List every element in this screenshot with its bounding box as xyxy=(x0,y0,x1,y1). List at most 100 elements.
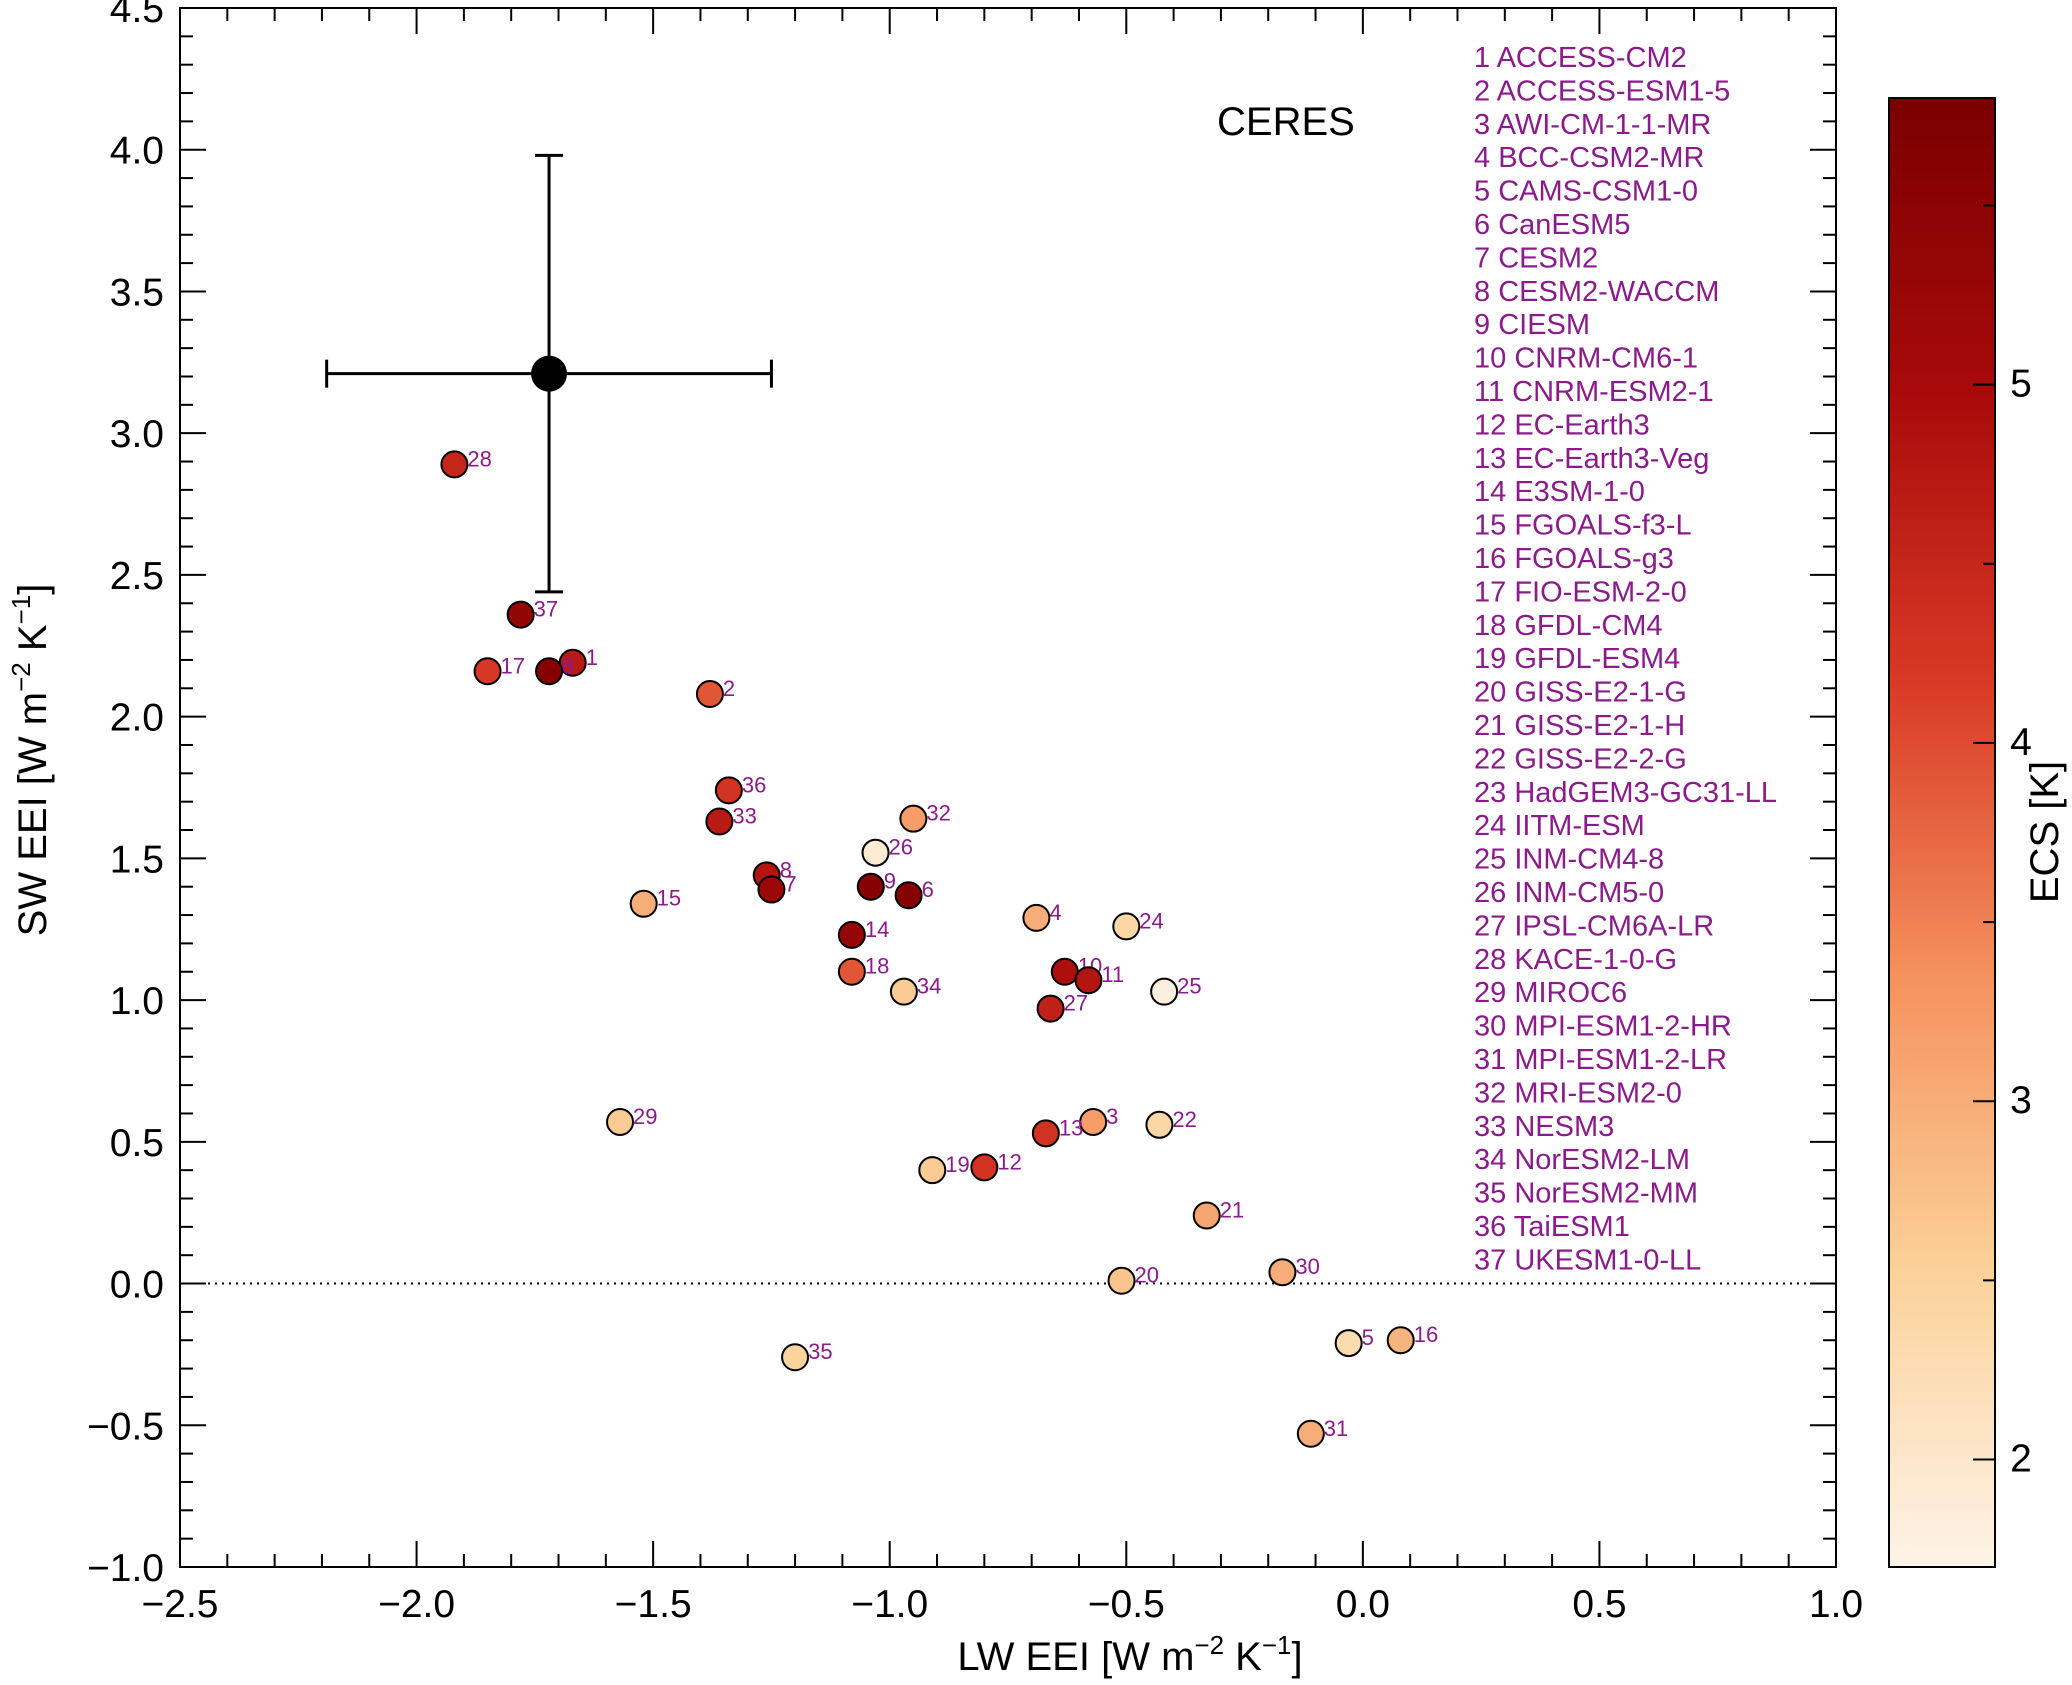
obs-label: CERES xyxy=(1217,100,1355,144)
model-marker xyxy=(1296,1419,1325,1448)
legend-model-name: FGOALS-g3 xyxy=(1514,543,1674,575)
model-marker xyxy=(861,838,890,867)
legend-entry: 26 INM-CM5-0 xyxy=(1474,877,1664,909)
model-point: 5 xyxy=(1334,1325,1374,1358)
x-axis-title: LW EEI [W m−2 K−1] xyxy=(957,1630,1302,1679)
model-point-label: 4 xyxy=(1049,900,1061,925)
model-marker xyxy=(837,920,866,949)
legend-number: 10 xyxy=(1474,343,1514,375)
legend-entry: 30 MPI-ESM1-2-HR xyxy=(1474,1011,1732,1043)
model-point: 13 xyxy=(1031,1115,1083,1148)
legend-entry: 27 IPSL-CM6A-LR xyxy=(1474,910,1714,942)
model-marker xyxy=(1386,1326,1415,1355)
legend-entry: 14 E3SM-1-0 xyxy=(1474,476,1645,508)
legend-model-name: NorESM2-LM xyxy=(1514,1144,1690,1176)
model-marker xyxy=(757,875,786,904)
y-tick-label: 2.5 xyxy=(110,555,164,598)
legend-entry: 8 CESM2-WACCM xyxy=(1474,276,1719,308)
model-point: 8 xyxy=(535,653,574,686)
model-point-label: 5 xyxy=(1362,1325,1374,1350)
legend-model-name: EC-Earth3 xyxy=(1514,409,1649,441)
legend-number: 18 xyxy=(1474,610,1514,642)
model-point-label: 6 xyxy=(922,877,934,902)
model-point-label: 1 xyxy=(586,645,598,670)
model-marker xyxy=(1074,966,1103,995)
legend-entry: 21 GISS-E2-1-H xyxy=(1474,710,1685,742)
model-point-label: 31 xyxy=(1324,1416,1348,1441)
legend-model-name: MRI-ESM2-0 xyxy=(1514,1077,1682,1109)
model-point: 27 xyxy=(1036,991,1088,1023)
legend-entry: 11 CNRM-ESM2-1 xyxy=(1474,376,1714,408)
model-point-label: 20 xyxy=(1135,1263,1159,1288)
model-point: 28 xyxy=(440,446,492,479)
legend-number: 32 xyxy=(1474,1077,1514,1109)
model-point-label: 28 xyxy=(467,446,491,471)
legend-entry: 35 NorESM2-MM xyxy=(1474,1178,1698,1210)
colorbar-label: ECS [K] xyxy=(2023,761,2067,903)
legend-model-name: CAMS-CSM1-0 xyxy=(1498,176,1698,208)
legend-model-name: CESM2-WACCM xyxy=(1498,276,1719,308)
axis-ticks: −2.5 −2.0 −1.5 −1.0 −0.5 0.0 0.5 1.0 −1.0 −0.5 0.0… xyxy=(87,0,1863,1626)
ceres-observation: CERES xyxy=(325,100,1355,594)
legend-model-name: ACCESS-CM2 xyxy=(1497,42,1687,74)
model-point: 3 xyxy=(1079,1104,1118,1136)
y-tick-label: 4.0 xyxy=(110,130,164,173)
legend-entry: 4 BCC-CSM2-MR xyxy=(1474,142,1704,174)
model-point-label: 9 xyxy=(884,869,896,894)
legend-number: 9 xyxy=(1474,309,1498,341)
legend-number: 22 xyxy=(1474,743,1514,775)
legend-entry: 25 INM-CM4-8 xyxy=(1474,844,1664,876)
model-point-label: 30 xyxy=(1295,1254,1319,1279)
model-marker xyxy=(606,1107,635,1136)
legend-model-name: HadGEM3-GC31-LL xyxy=(1514,777,1777,809)
model-marker xyxy=(1022,903,1051,932)
legend-model-name: INM-CM4-8 xyxy=(1514,844,1664,876)
x-tick-label: −2.0 xyxy=(378,1583,455,1626)
legend-model-name: NESM3 xyxy=(1514,1111,1614,1143)
model-point: 26 xyxy=(861,835,913,867)
legend-model-name: UKESM1-0-LL xyxy=(1514,1244,1701,1276)
x-tick-label: −1.0 xyxy=(851,1583,928,1626)
model-point-label: 17 xyxy=(501,653,525,678)
model-point: 16 xyxy=(1386,1322,1438,1355)
legend-number: 33 xyxy=(1474,1111,1514,1143)
legend-number: 28 xyxy=(1474,944,1514,976)
model-point: 21 xyxy=(1192,1198,1244,1230)
legend-number: 4 xyxy=(1474,142,1498,174)
legend-model-name: AWI-CM-1-1-MR xyxy=(1497,109,1712,141)
model-point-label: 21 xyxy=(1220,1198,1244,1223)
y-axis-title: SW EEI [W m−2 K−1] xyxy=(6,584,55,937)
legend-entry: 28 KACE-1-0-G xyxy=(1474,944,1677,976)
legend-model-name: GISS-E2-2-G xyxy=(1514,743,1686,775)
legend-model-name: MIROC6 xyxy=(1514,977,1627,1009)
legend-entry: 19 GFDL-ESM4 xyxy=(1474,643,1680,675)
model-point: 25 xyxy=(1150,974,1202,1006)
legend-model-name: CESM2 xyxy=(1498,242,1598,274)
legend-number: 11 xyxy=(1474,376,1512,408)
legend-model-name: TaiESM1 xyxy=(1514,1211,1630,1243)
model-marker xyxy=(705,807,734,836)
legend-entry: 31 MPI-ESM1-2-LR xyxy=(1474,1044,1727,1076)
legend-number: 5 xyxy=(1474,176,1498,208)
legend-model-name: CIESM xyxy=(1498,309,1590,341)
model-marker xyxy=(1107,1266,1136,1295)
legend-model-name: CNRM-CM6-1 xyxy=(1514,343,1698,375)
legend-number: 7 xyxy=(1474,242,1498,274)
model-marker xyxy=(1150,977,1179,1006)
model-point: 18 xyxy=(837,954,889,986)
model-point: 11 xyxy=(1074,962,1124,995)
legend-entry: 7 CESM2 xyxy=(1474,242,1598,274)
legend-entry: 34 NorESM2-LM xyxy=(1474,1144,1690,1176)
colorbar-tick-label: 5 xyxy=(2010,363,2032,406)
model-point-label: 11 xyxy=(1101,962,1124,987)
legend-model-name: KACE-1-0-G xyxy=(1514,944,1677,976)
y-tick-label: 3.0 xyxy=(110,413,164,456)
legend-entry: 20 GISS-E2-1-G xyxy=(1474,677,1687,709)
model-marker xyxy=(1192,1201,1221,1230)
legend-entry: 2 ACCESS-ESM1-5 xyxy=(1474,75,1730,107)
model-point-label: 8 xyxy=(562,653,574,678)
model-marker xyxy=(1031,1119,1060,1148)
model-point-label: 15 xyxy=(657,886,681,911)
x-tick-label: 1.0 xyxy=(1809,1583,1863,1626)
